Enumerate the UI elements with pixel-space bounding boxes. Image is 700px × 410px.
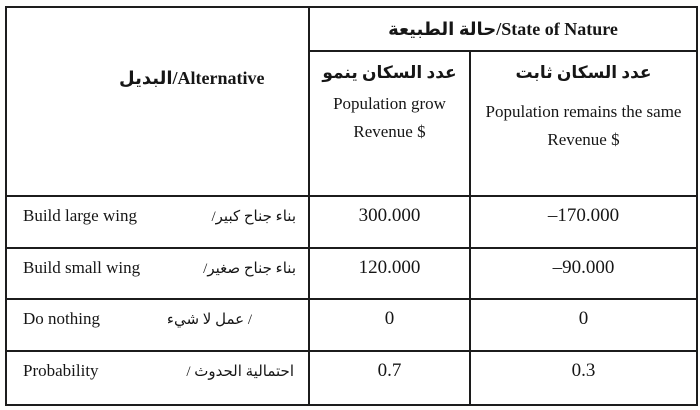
row-label-do-nothing: Do nothing عمل لا شيء / [7,298,310,350]
row-label-probability: Probability / احتمالية الحدوث [7,350,310,404]
row-label-arabic: / احتمالية الحدوث [186,364,294,380]
col-header-population-same: عدد السكان ثابت Population remains the s… [471,52,696,195]
population-grow-english: Population grow [333,94,446,113]
row-label-arabic: /بناء جناح كبير [211,209,296,225]
row-label-arabic: /بناء جناح صغير [203,261,296,277]
population-grow-revenue: Revenue $ [353,122,426,142]
col-header-population-grow: عدد السكان ينمو Population grow Revenue … [310,52,471,195]
population-same-revenue: Revenue $ [547,130,620,150]
decision-table: البديل/Alternative حالة الطبيعة/State of… [5,6,698,406]
state-of-nature-header: حالة الطبيعة/State of Nature [310,8,696,52]
value-large-wing-grow: 300.000 [310,195,471,247]
population-grow-arabic: عدد السكان ينمو [322,63,457,82]
value-large-wing-same: –170.000 [471,195,696,247]
row-label-english: Build large wing [23,206,137,225]
value-probability-same: 0.3 [471,350,696,404]
value-do-nothing-grow: 0 [310,298,471,350]
row-label-build-small-wing: Build small wing /بناء جناح صغير [7,247,310,298]
value-small-wing-same: –90.000 [471,247,696,298]
alternative-header: البديل/Alternative [7,8,310,195]
row-label-arabic: عمل لا شيء / [166,312,252,328]
value-do-nothing-same: 0 [471,298,696,350]
value-probability-grow: 0.7 [310,350,471,404]
row-label-english: Build small wing [23,258,141,277]
row-label-english: Probability [23,361,99,380]
row-label-english: Do nothing [23,309,100,328]
population-same-arabic: عدد السكان ثابت [515,63,652,82]
population-same-english: Population remains the same [485,102,682,121]
value-small-wing-grow: 120.000 [310,247,471,298]
row-label-build-large-wing: Build large wing /بناء جناح كبير [7,195,310,247]
